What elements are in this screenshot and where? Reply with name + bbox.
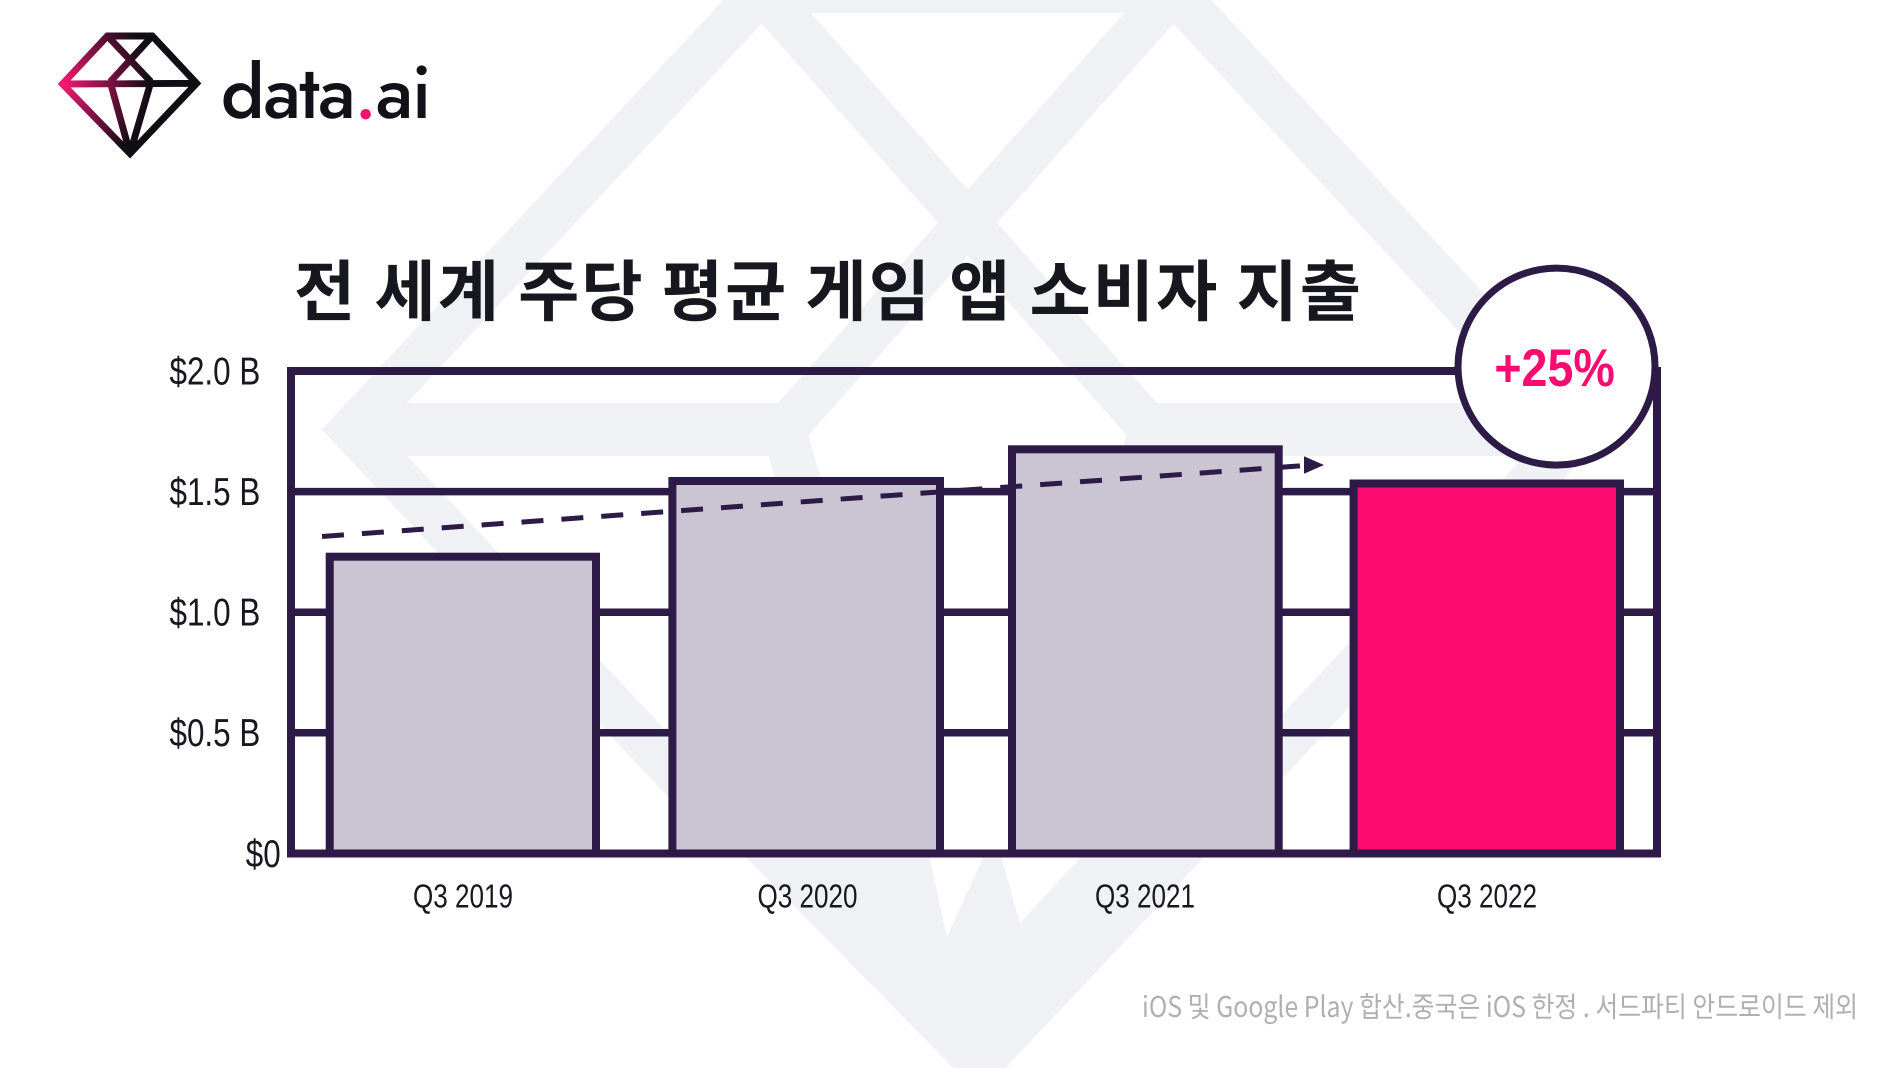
- svg-text:$0.5 B: $0.5 B: [170, 712, 261, 755]
- svg-text:$2.0 B: $2.0 B: [170, 350, 261, 393]
- svg-text:$1.0 B: $1.0 B: [170, 592, 261, 635]
- svg-text:Q3 2022: Q3 2022: [1437, 878, 1537, 915]
- svg-text:Q3 2021: Q3 2021: [1095, 878, 1195, 915]
- svg-text:Q3 2019: Q3 2019: [413, 878, 513, 915]
- svg-text:+25%: +25%: [1494, 339, 1615, 398]
- svg-text:$1.5 B: $1.5 B: [170, 471, 261, 514]
- svg-text:$0: $0: [246, 833, 281, 876]
- svg-text:Q3 2020: Q3 2020: [758, 878, 858, 915]
